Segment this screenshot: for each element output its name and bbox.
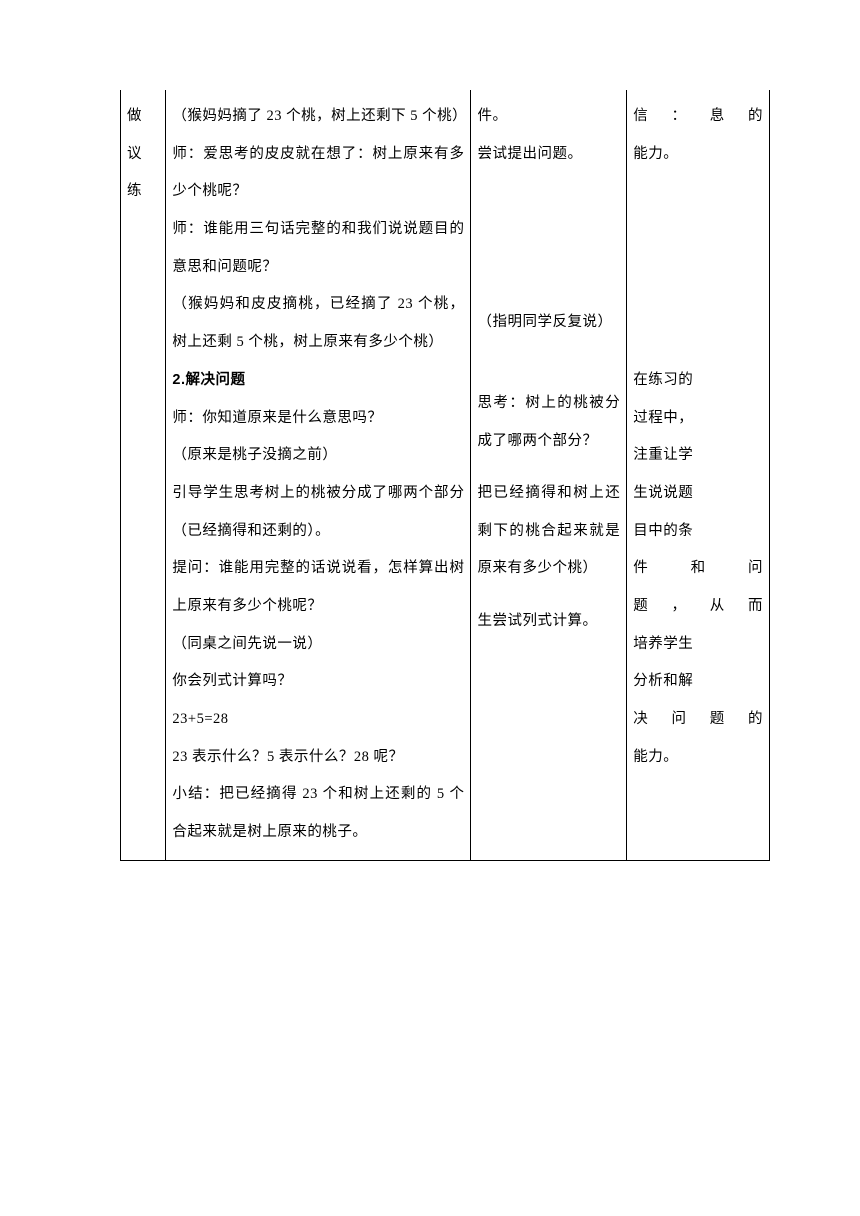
- teacher-text: （猴妈妈和皮皮摘桃，已经摘了 23 个桃，树上还剩 5 个桃，树上原来有多少个桃…: [172, 286, 464, 361]
- teacher-text: 引导学生思考树上的桃被分成了哪两个部分（已经摘得和还剩的）。: [172, 475, 464, 550]
- intent-text: 决问题的: [633, 701, 763, 739]
- teacher-text: 23 表示什么？5 表示什么？28 呢？: [172, 739, 464, 777]
- spacer: [633, 289, 763, 318]
- teacher-text: 师：爱思考的皮皮就在想了：树上原来有多少个桃呢？: [172, 136, 464, 211]
- teacher-text: （同桌之间先说一说）: [172, 626, 464, 664]
- section-heading: 2.解决问题: [172, 362, 464, 400]
- spacer: [633, 260, 763, 289]
- student-text: （指明同学反复说）: [477, 304, 620, 342]
- stage-label: 练: [127, 173, 159, 211]
- spacer: [633, 173, 763, 202]
- lesson-plan-page: 做 议 练 （猴妈妈摘了 23 个桃，树上还剩下 5 个桃） 师：爱思考的皮皮就…: [120, 90, 770, 861]
- intent-text: 能力。: [633, 136, 763, 174]
- student-text: 尝试提出问题。: [477, 136, 620, 174]
- student-text: 思考：树上的桃被分成了哪两个部分？: [477, 385, 620, 460]
- intent-text: 信：息的: [633, 98, 763, 136]
- intent-text: 分析和解: [633, 663, 763, 701]
- intent-text: 目中的条: [633, 513, 763, 551]
- table-row: 做 议 练 （猴妈妈摘了 23 个桃，树上还剩下 5 个桃） 师：爱思考的皮皮就…: [121, 90, 770, 860]
- spacer: [477, 202, 620, 231]
- stage-label: 议: [127, 136, 159, 174]
- teacher-text: （猴妈妈摘了 23 个桃，树上还剩下 5 个桃）: [172, 98, 464, 136]
- spacer: [633, 347, 763, 362]
- intent-text: 能力。: [633, 739, 763, 777]
- spacer: [477, 260, 620, 289]
- teacher-text: 师：谁能用三句话完整的和我们说说题目的意思和问题呢？: [172, 211, 464, 286]
- teacher-text: 你会列式计算吗？: [172, 663, 464, 701]
- student-text: 件。: [477, 98, 620, 136]
- stage-label: 做: [127, 98, 159, 136]
- intent-text: 过程中，: [633, 400, 763, 438]
- teacher-text: （原来是桃子没摘之前）: [172, 437, 464, 475]
- teacher-text: 师：你知道原来是什么意思吗？: [172, 400, 464, 438]
- spacer: [477, 231, 620, 260]
- spacer: [477, 460, 620, 475]
- spacer: [477, 371, 620, 386]
- spacer: [633, 202, 763, 231]
- spacer: [477, 588, 620, 603]
- intent-text: 件和问: [633, 550, 763, 588]
- stage-column: 做 议 练: [121, 90, 166, 860]
- spacer: [633, 318, 763, 347]
- lesson-table: 做 议 练 （猴妈妈摘了 23 个桃，树上还剩下 5 个桃） 师：爱思考的皮皮就…: [120, 90, 770, 861]
- student-activity-column: 件。 尝试提出问题。 （指明同学反复说） 思考：树上的桃被分成了哪两个部分？ 把…: [471, 90, 627, 860]
- spacer: [477, 173, 620, 202]
- intent-text: 题，从而: [633, 588, 763, 626]
- intent-column: 信：息的 能力。 在练习的 过程中， 注重让学 生说说题 目中的条 件和问 题，…: [627, 90, 770, 860]
- spacer: [477, 289, 620, 304]
- teacher-text: 提问：谁能用完整的话说说看，怎样算出树上原来有多少个桃呢？: [172, 550, 464, 625]
- student-text: 生尝试列式计算。: [477, 603, 620, 641]
- intent-text: 注重让学: [633, 437, 763, 475]
- teacher-text: 23+5=28: [172, 701, 464, 739]
- student-text: 把已经摘得和树上还剩下的桃合起来就是原来有多少个桃）: [477, 475, 620, 588]
- teacher-activity-column: （猴妈妈摘了 23 个桃，树上还剩下 5 个桃） 师：爱思考的皮皮就在想了：树上…: [166, 90, 471, 860]
- intent-text: 生说说题: [633, 475, 763, 513]
- teacher-text: 小结：把已经摘得 23 个和树上还剩的 5 个合起来就是树上原来的桃子。: [172, 776, 464, 851]
- spacer: [633, 231, 763, 260]
- intent-text: 培养学生: [633, 626, 763, 664]
- spacer: [477, 342, 620, 371]
- intent-text: 在练习的: [633, 362, 763, 400]
